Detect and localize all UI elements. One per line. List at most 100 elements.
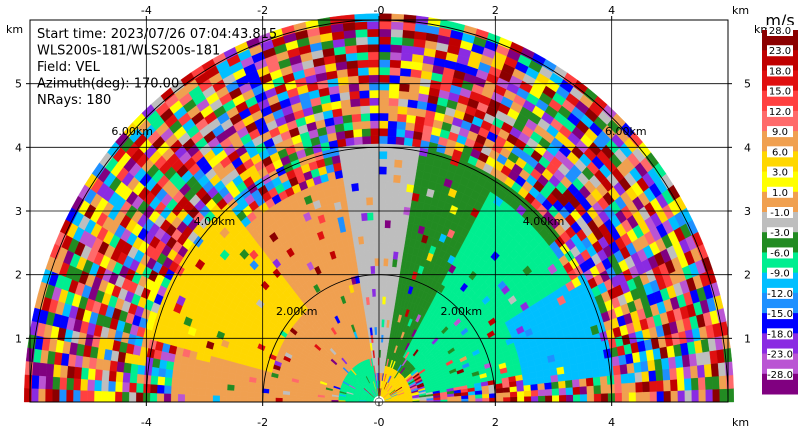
field-cell <box>368 74 380 83</box>
x-tick-label-top: 2 <box>492 4 499 17</box>
field-cell <box>619 363 628 375</box>
field-cell <box>584 368 594 379</box>
field-cell <box>392 174 402 184</box>
field-cell <box>378 59 391 68</box>
field-cell <box>347 75 359 85</box>
field-cell <box>94 369 103 382</box>
field-cell <box>30 388 39 403</box>
field-cell <box>158 359 168 370</box>
field-cell <box>191 394 200 403</box>
field-cell <box>385 181 394 191</box>
field-cell <box>670 378 679 392</box>
x-tick-label: 4 <box>608 416 615 429</box>
field-cell <box>628 382 637 393</box>
field-cell <box>86 390 95 403</box>
field-cell <box>157 376 166 386</box>
field-cell <box>389 51 402 61</box>
field-cell <box>385 173 394 183</box>
field-cell <box>359 105 371 114</box>
info-instrument: WLS200s-181/WLS200s-181 <box>37 44 220 59</box>
field-cell <box>384 212 392 221</box>
field-cell <box>45 376 54 390</box>
field-cell <box>357 74 370 84</box>
field-cell <box>394 228 402 238</box>
info-field: Field: VEL <box>37 60 101 75</box>
y-tick-label-right: 3 <box>744 205 751 218</box>
colorbar-label-bg <box>767 207 793 218</box>
field-cell <box>405 183 415 193</box>
x-tick-label: -4 <box>141 416 152 429</box>
field-cell <box>355 36 368 46</box>
field-cell <box>635 391 644 403</box>
field-cell <box>390 21 404 31</box>
field-cell <box>378 212 386 221</box>
field-cell <box>150 375 159 386</box>
field-cell <box>572 386 581 395</box>
field-cell <box>370 135 380 144</box>
field-cell <box>398 82 410 92</box>
field-cell <box>544 388 553 396</box>
field-cell <box>369 250 375 259</box>
field-cell <box>353 205 362 215</box>
range-ring-label: 2.00km <box>276 305 318 318</box>
field-cell <box>351 113 362 123</box>
field-cell <box>342 21 356 32</box>
field-cell <box>275 393 283 399</box>
field-cell <box>391 258 398 268</box>
field-cell <box>149 384 158 394</box>
field-cell <box>558 394 567 403</box>
colorbar-label-bg <box>767 166 793 178</box>
field-cell <box>496 396 504 403</box>
field-cell <box>373 234 380 244</box>
field-cell <box>373 242 380 251</box>
field-cell <box>374 265 380 274</box>
field-cell <box>171 370 180 380</box>
field-cell <box>382 280 387 290</box>
field-cell <box>59 377 68 391</box>
field-cell <box>198 381 207 390</box>
field-cell <box>296 395 304 400</box>
field-cell <box>387 258 393 267</box>
field-cell <box>399 67 412 77</box>
field-cell <box>386 135 397 145</box>
field-cell <box>101 369 110 382</box>
field-cell <box>586 393 595 403</box>
field-cell <box>37 388 46 403</box>
field-cell <box>226 395 234 403</box>
field-cell <box>369 112 380 122</box>
field-cell <box>593 393 602 403</box>
field-cell <box>205 388 214 396</box>
field-cell <box>590 359 600 370</box>
field-cell <box>121 391 130 403</box>
field-cell <box>655 369 664 382</box>
field-cell <box>136 364 146 376</box>
field-cell <box>200 367 209 376</box>
field-cell <box>371 189 380 198</box>
field-cell <box>367 51 380 60</box>
field-cell <box>378 227 385 236</box>
field-cell <box>357 67 369 76</box>
field-cell <box>156 384 165 395</box>
field-cell <box>389 67 401 76</box>
field-cell <box>163 385 172 395</box>
field-cell <box>191 387 200 396</box>
x-tick-label-top: -4 <box>141 4 152 17</box>
field-cell <box>353 136 363 146</box>
field-cell <box>384 219 391 229</box>
field-cell <box>564 372 573 381</box>
colorbar: m/s28.023.018.015.012.09.06.03.01.0-1.0-… <box>762 11 798 395</box>
field-cell <box>164 368 174 379</box>
field-cell <box>351 190 360 200</box>
field-cell <box>388 97 399 107</box>
field-cell <box>387 250 394 260</box>
field-cell <box>185 372 194 381</box>
field-cell <box>128 392 137 403</box>
field-cell <box>378 288 383 297</box>
field-cell <box>193 366 202 375</box>
field-cell <box>170 385 179 395</box>
field-cell <box>378 127 388 137</box>
field-cell <box>551 387 560 396</box>
field-cell <box>129 373 138 384</box>
field-cell <box>369 105 380 114</box>
field-cell <box>212 382 221 391</box>
